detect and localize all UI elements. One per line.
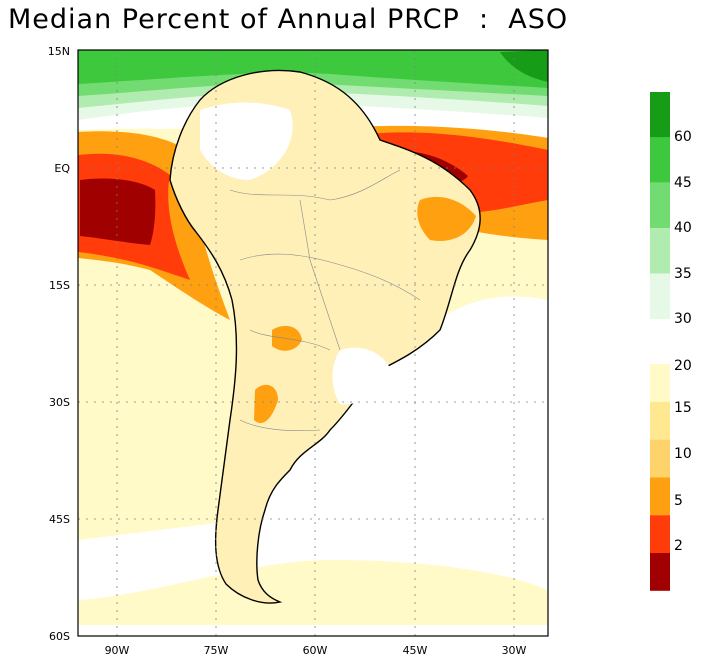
colorbar-label-2: 2 <box>674 538 683 554</box>
lon-tick-60w: 60W <box>303 644 328 657</box>
colorbar-swatch-top-0 <box>650 92 670 138</box>
lat-tick-15s: 15S <box>49 279 70 292</box>
colorbar-swatch-top-2 <box>650 182 670 229</box>
lat-tick-60s: 60S <box>49 630 70 643</box>
darkred-pacific <box>80 178 156 245</box>
colorbar-label-45: 45 <box>674 175 692 191</box>
lat-tick-eq: EQ <box>54 162 70 175</box>
lat-tick-15n: 15N <box>48 45 70 58</box>
graticule <box>78 50 548 636</box>
interior-white-south-brazil <box>332 347 390 405</box>
colorbar-label-60: 60 <box>674 129 692 145</box>
lat-tick-45s: 45S <box>49 513 70 526</box>
lon-tick-90w: 90W <box>105 644 130 657</box>
country-borders <box>229 169 421 431</box>
colorbar-swatch-bottom-0 <box>650 364 670 402</box>
green-peak <box>500 50 548 82</box>
colorbar-label-40: 40 <box>674 220 692 236</box>
colorbar-label-10: 10 <box>674 446 692 462</box>
colorbar-label-35: 35 <box>674 266 692 282</box>
lon-tick-30w: 30W <box>502 644 527 657</box>
lon-tick-45w: 45W <box>403 644 428 657</box>
interior-orange-northeast <box>417 196 476 241</box>
colorbar-swatch-top-4 <box>650 273 670 319</box>
green-band-strong <box>78 50 548 88</box>
colorbar-swatch-top-3 <box>650 228 670 274</box>
colorbar-label-15: 15 <box>674 400 692 416</box>
colorbar-swatch-bottom-2 <box>650 439 670 478</box>
map-title: Median Percent of Annual PRCP : ASO <box>8 4 569 35</box>
lon-tick-75w: 75W <box>204 644 229 657</box>
latitude-axis: 15N EQ 15S 30S 45S 60S <box>48 45 71 643</box>
colorbar-swatch-bottom-4 <box>650 515 670 553</box>
colorbar-label-30: 30 <box>674 311 692 327</box>
colorbar-swatch-top-1 <box>650 137 670 183</box>
colorbar-label-5: 5 <box>674 493 683 509</box>
lat-tick-30s: 30S <box>49 396 70 409</box>
colorbar-swatch-bottom-1 <box>650 401 670 440</box>
continent-land <box>169 69 481 604</box>
longitude-axis: 90W 75W 60W 45W 30W <box>105 644 527 657</box>
colorbar: 60 45 40 35 30 20 15 10 5 2 <box>650 92 692 591</box>
map-frame <box>77 49 549 637</box>
colorbar-label-20: 20 <box>674 358 692 374</box>
colorbar-swatch-bottom-3 <box>650 477 670 516</box>
interior-white-amazon <box>200 102 293 180</box>
interior-orange-argentina <box>254 384 278 424</box>
south-america <box>169 69 481 604</box>
pale-field-south <box>78 560 548 625</box>
colorbar-swatch-bottom-5 <box>650 553 670 591</box>
